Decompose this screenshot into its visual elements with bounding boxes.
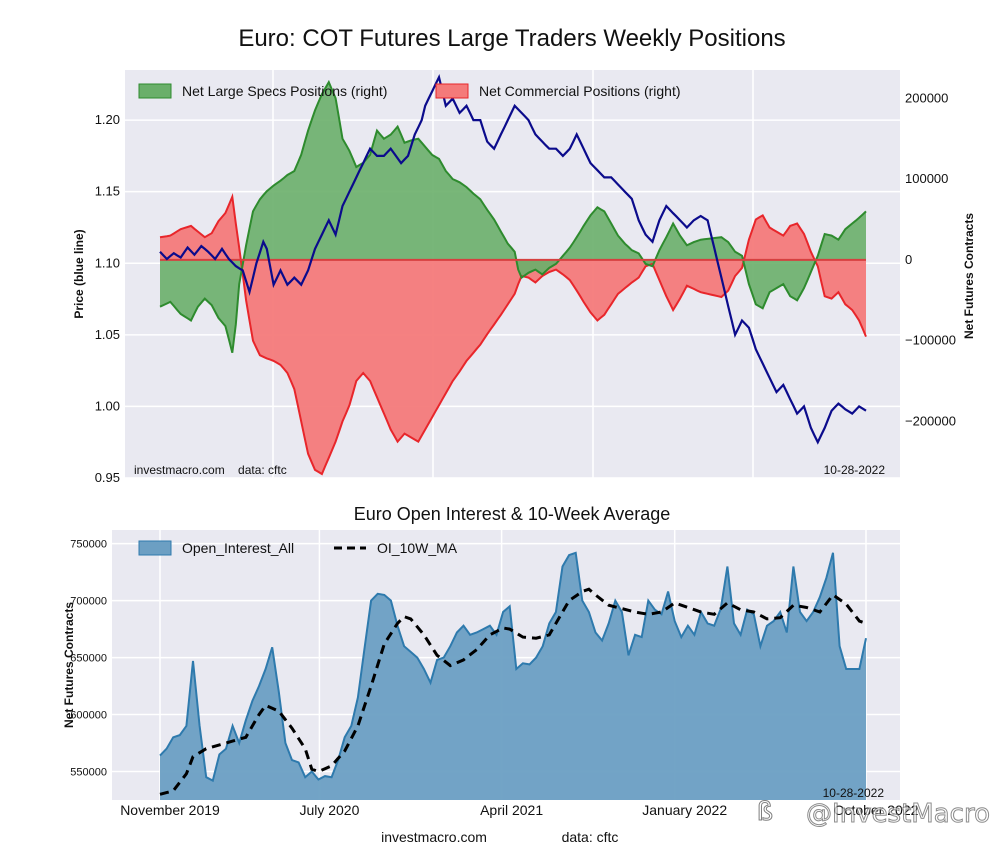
price-axis-ticks: 0.95 1.00 1.05 1.10 1.15 1.20 (95, 112, 120, 485)
oi-tick-label: 700000 (70, 596, 107, 608)
footer-site: investmacro.com (381, 829, 487, 845)
contracts-axis-label: Net Futures Contracts (962, 213, 976, 339)
net-large-specs-area (160, 82, 866, 353)
date-tick-label: October 2022 (834, 802, 919, 818)
cot-panel: 0.95 1.00 1.05 1.10 1.15 1.20 −200000 −100000 0… (72, 70, 976, 485)
date-axis-ticks: November 2019 July 2020 April 2021 January … (120, 802, 918, 818)
net-commercial-line (159, 193, 867, 476)
oi-chart-title: Euro Open Interest & 10-Week Average (354, 504, 671, 524)
date-tick-label: November 2019 (120, 802, 220, 818)
oi-tick-label: 600000 (70, 710, 107, 722)
price-tick-label: 1.15 (95, 184, 120, 199)
net-commercial-area (160, 196, 866, 475)
open-interest-area (160, 552, 866, 800)
oi-axis-label: Net Futures Contracts (62, 602, 76, 728)
legend-swatch-specs (138, 83, 172, 99)
price-tick-label: 0.95 (95, 470, 120, 485)
price-tick-label: 1.20 (95, 112, 120, 127)
oi-series (159, 551, 867, 800)
oi-axis-ticks: 550000 600000 650000 700000 750000 (70, 539, 107, 779)
contracts-tick-label: 0 (905, 252, 912, 267)
cot-series (159, 73, 867, 476)
legend-label-specs: Net Large Specs Positions (right) (182, 83, 387, 99)
watermark-text: @InvestMacro (806, 799, 990, 829)
oi-tick-label: 650000 (70, 653, 107, 665)
date-tick-label: January 2022 (642, 802, 727, 818)
oi-date-annotation: 10-28-2022 (823, 786, 885, 800)
date-tick-label: July 2020 (299, 802, 359, 818)
contracts-tick-label: −100000 (905, 333, 956, 348)
cot-source-annotation: investmacro.com data: cftc (134, 463, 287, 477)
oi-10w-ma-line (159, 587, 867, 796)
legend-swatch-open-interest (138, 540, 172, 556)
net-large-specs-line (159, 79, 867, 354)
legend-label-ma: OI_10W_MA (377, 540, 458, 556)
price-tick-label: 1.10 (95, 255, 120, 270)
date-tick-label: April 2021 (480, 802, 543, 818)
oi-legend: Open_Interest_All OI_10W_MA (138, 540, 458, 556)
legend-swatch-commercial (435, 83, 469, 99)
oi-tick-label: 750000 (70, 539, 107, 551)
legend-label-open-interest: Open_Interest_All (182, 540, 294, 556)
watermark: ß @InvestMacro (756, 797, 990, 830)
weibo-logo-icon: ß (757, 797, 773, 827)
price-tick-label: 1.00 (95, 398, 120, 413)
oi-panel: 550000 600000 650000 700000 750000 November … (62, 530, 919, 818)
cot-legend: Net Large Specs Positions (right) Net Co… (138, 83, 681, 99)
footer-source: data: cftc (562, 829, 619, 845)
contracts-axis-ticks: −200000 −100000 0 100000 200000 (905, 90, 956, 428)
price-tick-label: 1.05 (95, 327, 120, 342)
price-axis-label: Price (blue line) (72, 229, 86, 318)
contracts-tick-label: −200000 (905, 413, 956, 428)
price-line (159, 73, 867, 445)
contracts-tick-label: 200000 (905, 90, 948, 105)
cot-date-annotation: 10-28-2022 (824, 463, 886, 477)
contracts-tick-label: 100000 (905, 171, 948, 186)
chart-title: Euro: COT Futures Large Traders Weekly P… (238, 25, 785, 52)
legend-label-commercial: Net Commercial Positions (right) (479, 83, 681, 99)
oi-tick-label: 550000 (70, 767, 107, 779)
